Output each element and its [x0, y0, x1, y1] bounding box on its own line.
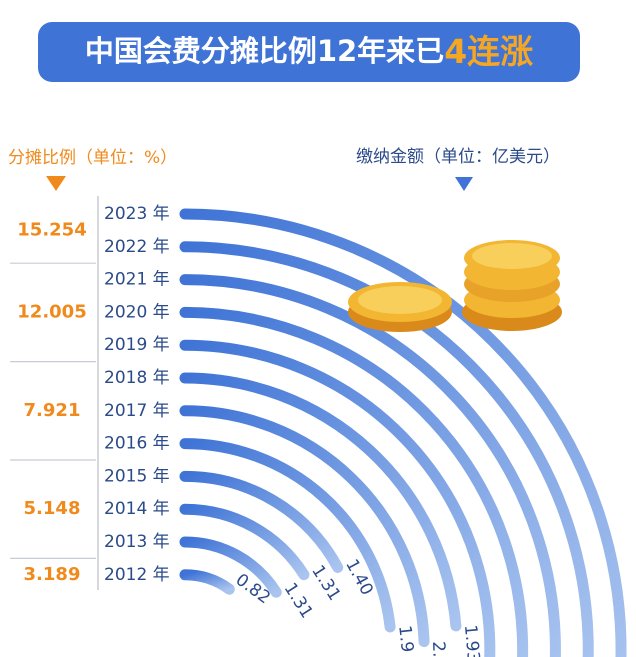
arc-bar	[179, 569, 235, 595]
arc-bar	[179, 241, 594, 657]
arc-bar	[179, 306, 529, 657]
year-label: 2021 年	[104, 270, 170, 290]
value-label: 1.31	[280, 579, 317, 622]
year-label: 2015 年	[104, 466, 170, 486]
title-text: 中国会费分摊比例12年来已	[85, 34, 444, 68]
title-highlight: 4连涨	[444, 32, 533, 71]
title-banner	[38, 22, 580, 82]
year-label: 2022 年	[104, 237, 170, 257]
arcs	[179, 208, 627, 657]
right-label: 缴纳金额（单位：亿美元）	[356, 147, 560, 167]
year-label: 2019 年	[104, 335, 170, 355]
value-label: 2.0	[428, 641, 449, 657]
arc-bar	[179, 503, 310, 581]
share-value: 15.254	[17, 219, 86, 240]
year-label: 2017 年	[104, 401, 170, 421]
coins	[348, 240, 562, 332]
arc-bar	[179, 274, 561, 657]
year-label: 2018 年	[104, 368, 170, 388]
arc-bar	[179, 372, 462, 632]
share-value: 7.921	[24, 400, 81, 421]
value-label: 1.93	[460, 624, 483, 657]
year-label: 2013 年	[104, 532, 170, 552]
arc-bar	[179, 470, 344, 573]
arc-bar	[179, 405, 430, 648]
arc-bar	[179, 208, 627, 657]
left-arrow	[46, 176, 66, 191]
year-label: 2012 年	[104, 565, 170, 585]
year-label: 2020 年	[104, 302, 170, 322]
year-label: 2023 年	[104, 204, 170, 224]
year-label: 2014 年	[104, 499, 170, 519]
share-value: 5.148	[24, 498, 81, 519]
arc-bar	[179, 536, 282, 598]
arc-bar	[179, 339, 496, 657]
share-value: 3.189	[24, 564, 81, 585]
chart-title: 中国会费分摊比例12年来已4连涨	[85, 32, 533, 71]
share-value: 12.005	[17, 301, 86, 322]
left-label: 分摊比例（单位：%）	[8, 148, 177, 168]
year-label: 2016 年	[104, 434, 170, 454]
arc-bar	[179, 438, 396, 633]
value-label: 1.9	[394, 624, 417, 653]
right-arrow	[455, 177, 473, 191]
